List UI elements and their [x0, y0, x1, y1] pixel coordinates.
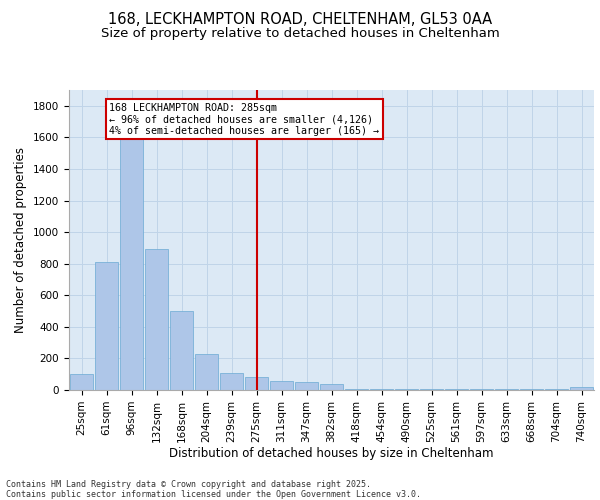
Bar: [295, 382, 319, 390]
Y-axis label: Number of detached properties: Number of detached properties: [14, 147, 28, 333]
Bar: [370, 389, 394, 390]
Bar: [545, 389, 568, 390]
Text: 168, LECKHAMPTON ROAD, CHELTENHAM, GL53 0AA: 168, LECKHAMPTON ROAD, CHELTENHAM, GL53 …: [108, 12, 492, 28]
Text: Contains HM Land Registry data © Crown copyright and database right 2025.
Contai: Contains HM Land Registry data © Crown c…: [6, 480, 421, 499]
Bar: [419, 389, 443, 390]
Bar: [145, 250, 169, 390]
Bar: [494, 389, 518, 390]
X-axis label: Distribution of detached houses by size in Cheltenham: Distribution of detached houses by size …: [169, 448, 494, 460]
Bar: [520, 389, 544, 390]
Bar: [470, 389, 493, 390]
Bar: [70, 374, 94, 390]
Bar: [194, 354, 218, 390]
Bar: [344, 389, 368, 390]
Bar: [220, 374, 244, 390]
Bar: [95, 262, 118, 390]
Bar: [245, 378, 268, 390]
Bar: [395, 389, 418, 390]
Bar: [269, 382, 293, 390]
Bar: [170, 311, 193, 390]
Text: Size of property relative to detached houses in Cheltenham: Size of property relative to detached ho…: [101, 28, 499, 40]
Text: 168 LECKHAMPTON ROAD: 285sqm
← 96% of detached houses are smaller (4,126)
4% of : 168 LECKHAMPTON ROAD: 285sqm ← 96% of de…: [109, 102, 379, 136]
Bar: [119, 131, 143, 390]
Bar: [445, 389, 469, 390]
Bar: [320, 384, 343, 390]
Bar: [569, 387, 593, 390]
